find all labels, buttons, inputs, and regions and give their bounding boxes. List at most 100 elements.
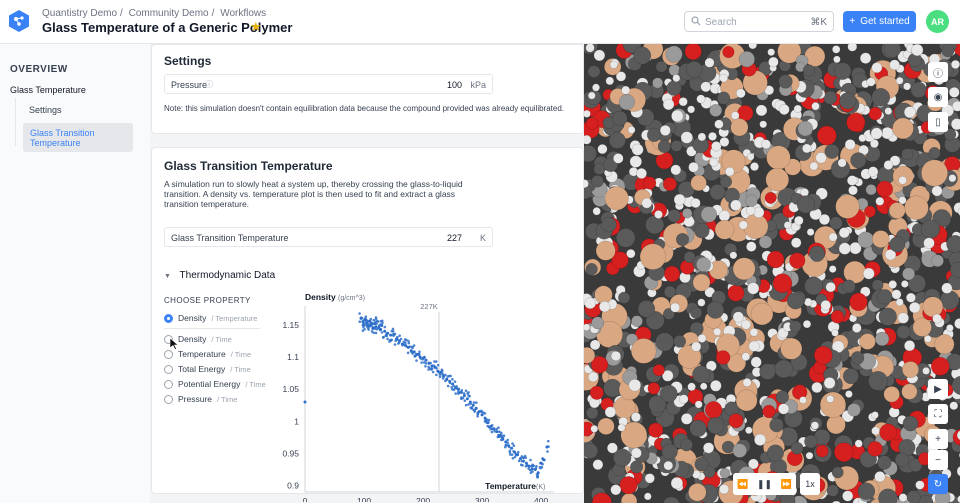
property-option[interactable]: Temperature / Time	[164, 349, 251, 359]
sidebar-group-glass-temperature[interactable]: Glass Temperature	[10, 85, 86, 95]
atom-sphere	[735, 389, 758, 412]
data-point	[389, 333, 393, 337]
radio[interactable]	[164, 334, 173, 344]
atom-sphere	[838, 227, 850, 239]
reset-icon[interactable]: ↻	[928, 474, 948, 494]
data-point	[396, 338, 400, 341]
atom-sphere	[670, 302, 681, 313]
atom-sphere	[796, 195, 815, 214]
data-point	[406, 351, 410, 355]
playback-speed-button[interactable]: 1x	[800, 473, 820, 495]
density-temperature-chart[interactable]: 0.9 0.95 1 1.05 1.1 1.15 0 100 200 300 400 227K Dens…	[270, 290, 562, 502]
data-point	[517, 459, 521, 463]
property-option[interactable]: Density / Time	[164, 334, 232, 344]
zoom-in-icon[interactable]: +	[928, 429, 948, 449]
atom-sphere	[871, 426, 880, 436]
data-point	[398, 334, 401, 338]
data-point	[509, 453, 512, 456]
atom-sphere	[590, 356, 609, 374]
property-name: Temperature	[178, 349, 226, 359]
app-header: Quantistry Demo / Community Demo / Workflo…	[0, 0, 960, 44]
atom-sphere	[802, 143, 812, 154]
atom-sphere	[748, 44, 758, 50]
data-point	[427, 368, 430, 371]
data-point	[366, 319, 370, 323]
breadcrumb-item[interactable]: Workflows	[220, 8, 267, 19]
radio[interactable]	[164, 349, 173, 359]
video-icon[interactable]: ▶	[928, 379, 948, 399]
fast-forward-icon[interactable]: ⏩	[780, 478, 792, 489]
atom-sphere	[912, 317, 932, 337]
sidebar-item-settings[interactable]: Settings	[29, 105, 62, 115]
atom-sphere	[680, 131, 693, 144]
x-tick-label: 0	[303, 496, 308, 502]
atom-sphere	[670, 140, 683, 152]
radio[interactable]	[164, 394, 173, 404]
radio[interactable]	[164, 364, 173, 374]
property-option[interactable]: Density / Temperature	[164, 313, 257, 323]
atom-sphere	[775, 390, 790, 404]
atom-sphere	[628, 378, 642, 392]
atom-sphere	[778, 104, 790, 115]
atom-sphere	[910, 81, 927, 99]
data-point	[372, 331, 376, 335]
data-point	[404, 341, 407, 345]
atom-sphere	[892, 165, 914, 187]
thermo-section-toggle[interactable]: ▼ Thermodynamic Data	[164, 270, 275, 281]
atom-sphere	[610, 350, 621, 362]
atom-sphere	[868, 106, 882, 121]
rewind-icon[interactable]: ⏪	[737, 478, 749, 489]
atom-sphere	[641, 197, 653, 209]
atom-sphere	[592, 459, 604, 470]
atom-sphere	[585, 263, 598, 276]
atom-sphere	[902, 415, 919, 432]
atom-sphere	[587, 371, 599, 383]
data-point	[529, 458, 532, 462]
molecular-structure-render[interactable]	[584, 44, 960, 503]
search-input[interactable]: Search ⌘K	[684, 11, 834, 32]
trash-icon[interactable]: ▯	[928, 112, 948, 132]
data-point	[495, 427, 498, 431]
atom-sphere	[901, 148, 914, 161]
atom-sphere	[593, 163, 606, 175]
atom-sphere	[672, 74, 681, 83]
atom-sphere	[750, 356, 762, 368]
atom-sphere	[857, 231, 875, 249]
atom-sphere	[631, 447, 642, 459]
atom-sphere	[612, 110, 628, 127]
atom-sphere	[630, 412, 641, 423]
atom-sphere	[741, 319, 752, 330]
info-icon[interactable]: ⓘ	[205, 80, 213, 89]
sidebar-item-glass-transition-temperature[interactable]: Glass Transition Temperature	[23, 123, 133, 152]
data-point	[466, 392, 469, 395]
breadcrumb-item[interactable]: Community Demo	[128, 8, 209, 19]
breadcrumb-item[interactable]: Quantistry Demo	[42, 8, 118, 19]
pause-icon[interactable]: ❚❚	[756, 478, 773, 489]
atom-sphere	[584, 109, 591, 118]
property-option[interactable]: Potential Energy / Time	[164, 379, 266, 389]
radio-selected[interactable]	[164, 313, 173, 323]
zoom-out-icon[interactable]: −	[928, 450, 948, 470]
data-point	[373, 326, 377, 330]
fullscreen-icon[interactable]: ⛶	[928, 404, 948, 424]
data-point	[469, 402, 473, 405]
data-point	[411, 352, 414, 355]
atom-sphere	[682, 208, 693, 219]
app-logo-icon[interactable]	[7, 9, 31, 33]
thermo-title: Thermodynamic Data	[179, 270, 276, 281]
avatar[interactable]: AR	[926, 10, 949, 33]
molecule-viewer[interactable]	[584, 44, 960, 503]
atom-sphere	[703, 442, 715, 454]
info-icon[interactable]: ⓘ	[928, 62, 948, 82]
camera-icon[interactable]: ◉	[928, 87, 948, 107]
radio[interactable]	[164, 379, 173, 389]
atom-sphere	[797, 120, 814, 137]
property-option[interactable]: Pressure / Time	[164, 394, 237, 404]
property-option[interactable]: Total Energy / Time	[164, 364, 251, 374]
atom-sphere	[949, 261, 960, 278]
favorite-star-icon[interactable]: ★	[250, 19, 262, 34]
atom-sphere	[761, 139, 771, 150]
atom-sphere	[905, 292, 916, 303]
get-started-button[interactable]: + Get started	[843, 11, 916, 32]
cursor-icon	[170, 338, 178, 350]
